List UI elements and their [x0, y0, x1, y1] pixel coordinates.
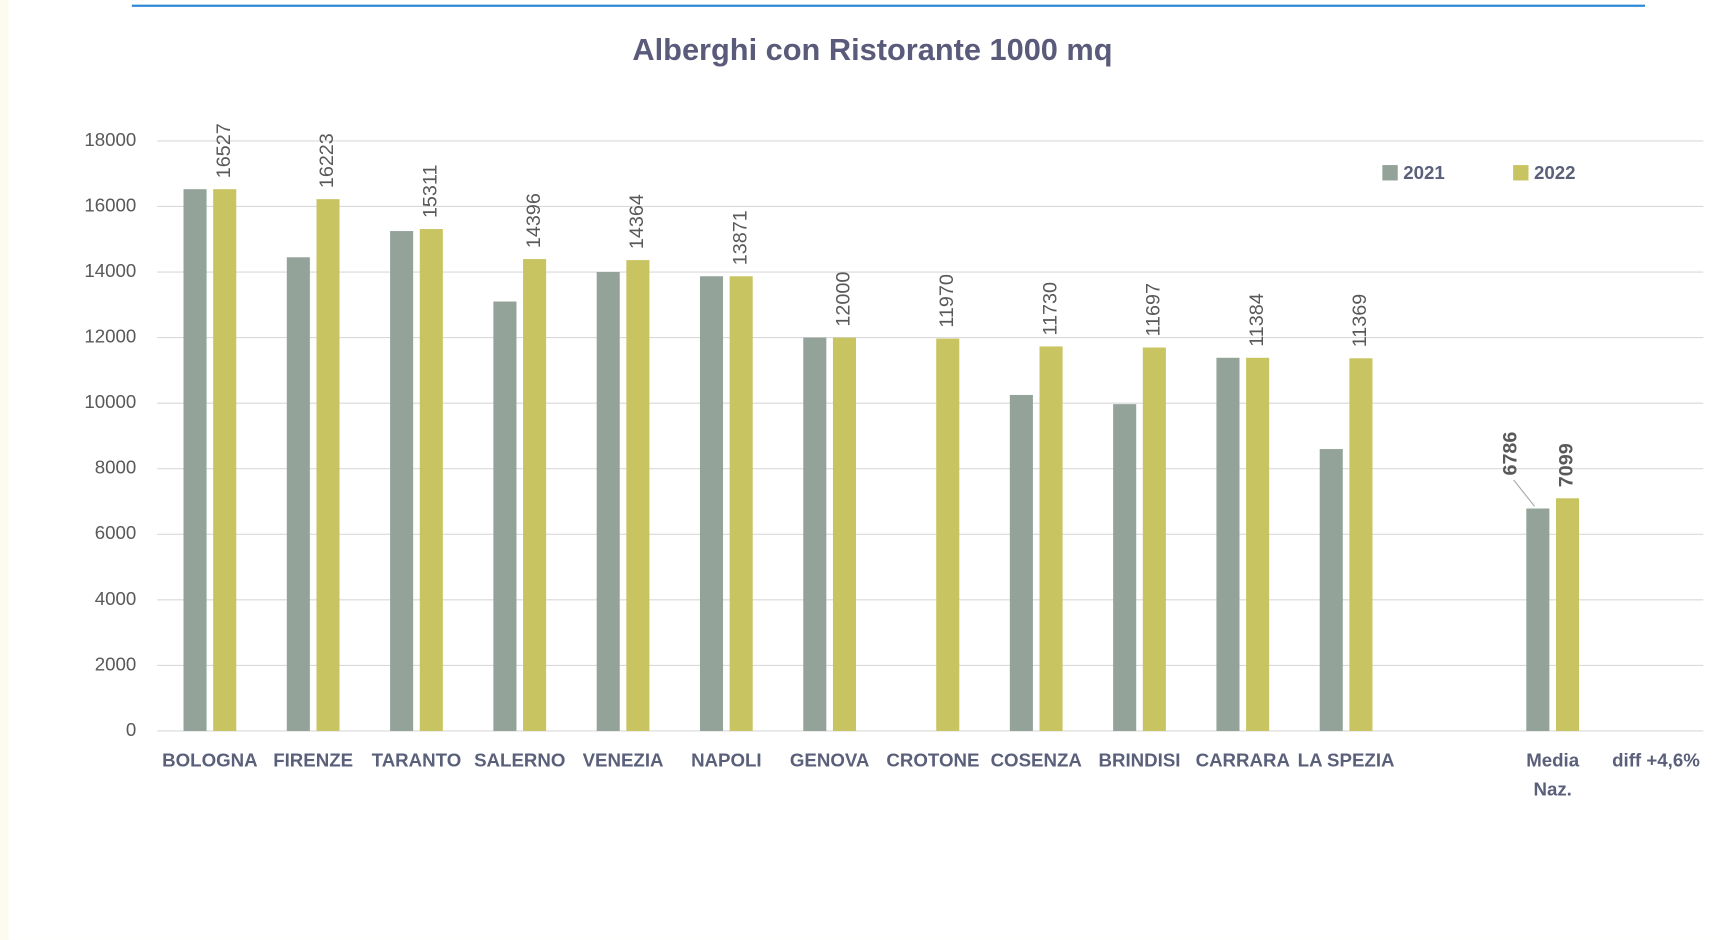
bar [390, 231, 414, 731]
x-tick-label: BRINDISI [1099, 750, 1181, 771]
legend-label: 2022 [1534, 162, 1576, 183]
data-label: 11369 [1349, 294, 1371, 348]
bar [729, 276, 753, 731]
x-tick-label: COSENZA [991, 750, 1082, 771]
bar [1526, 508, 1550, 731]
data-label: 11970 [936, 274, 958, 328]
data-label: 11730 [1039, 282, 1061, 336]
x-tick-label: TARANTO [372, 750, 462, 771]
bar [183, 189, 207, 731]
bar [316, 199, 340, 731]
x-tick-label: CROTONE [886, 750, 979, 771]
y-tick-label: 0 [126, 719, 136, 740]
data-label: 14396 [523, 193, 545, 248]
data-label: 14364 [626, 194, 648, 249]
bar [419, 229, 443, 731]
y-tick-label: 10000 [84, 391, 136, 412]
x-tick-label: VENEZIA [583, 750, 664, 771]
data-label: 16527 [213, 123, 235, 178]
bar [1009, 394, 1033, 731]
x-tick-label: CARRARA [1196, 750, 1290, 771]
bar [1142, 347, 1166, 731]
x-tick-label: BOLOGNA [162, 750, 257, 771]
data-label: 11384 [1246, 293, 1268, 347]
bar [1216, 357, 1240, 731]
chart-title: Alberghi con Ristorante 1000 mq [632, 32, 1112, 67]
y-tick-label: 6000 [95, 522, 137, 543]
legend-swatch [1382, 165, 1398, 181]
bar [523, 259, 547, 731]
bar [699, 276, 724, 731]
bar [286, 257, 310, 731]
y-tick-label: 16000 [84, 194, 136, 215]
bar [1319, 449, 1343, 731]
data-label: 12000 [833, 272, 855, 327]
x-tick-label: GENOVA [790, 750, 870, 771]
legend-label: 2021 [1403, 162, 1445, 183]
bar [626, 260, 650, 731]
bar [1349, 358, 1373, 731]
bar [803, 337, 827, 731]
x-tick-label: FIRENZE [273, 750, 353, 771]
y-tick-label: 2000 [95, 653, 137, 674]
x-tick-label: diff +4,6% [1612, 750, 1700, 771]
legend-swatch [1513, 165, 1529, 181]
data-label: 16223 [316, 133, 338, 188]
y-tick-label: 4000 [95, 588, 137, 609]
data-label: 6786 [1500, 432, 1522, 476]
x-tick-label: Media Naz. [1526, 750, 1580, 800]
bar [213, 189, 237, 731]
bar [936, 338, 960, 731]
y-tick-label: 12000 [84, 326, 136, 347]
data-label: 11697 [1143, 283, 1165, 336]
bar [1113, 404, 1137, 731]
data-label: 15311 [420, 165, 442, 219]
x-tick-label: SALERNO [474, 750, 565, 771]
data-label: 7099 [1556, 443, 1578, 487]
data-label: 13871 [729, 210, 751, 265]
x-tick-label: NAPOLI [691, 750, 762, 771]
bar [1555, 498, 1580, 731]
leader-line [1513, 479, 1535, 507]
bar [1246, 357, 1270, 731]
y-tick-label: 8000 [95, 457, 137, 478]
bar [493, 301, 517, 731]
bar [1039, 346, 1063, 731]
x-tick-label: LA SPEZIA [1298, 750, 1395, 771]
bar [596, 272, 620, 731]
y-tick-label: 14000 [84, 260, 136, 281]
y-tick-label: 18000 [84, 129, 136, 150]
bar [832, 337, 857, 731]
